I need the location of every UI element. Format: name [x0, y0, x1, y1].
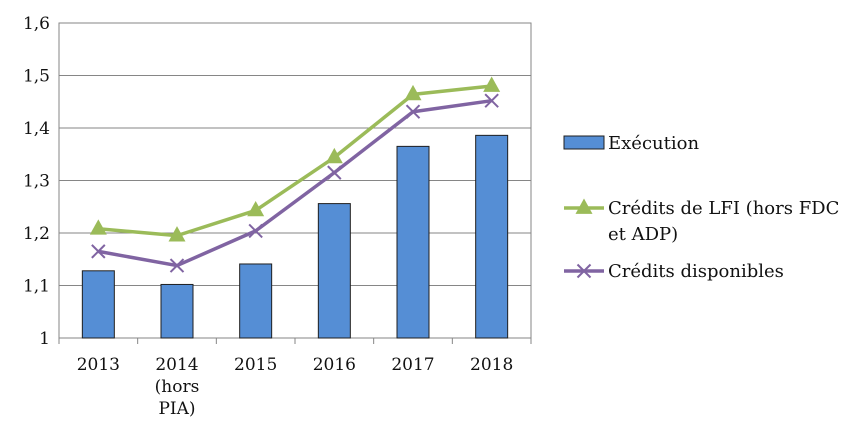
- data-point-x: [248, 223, 263, 239]
- y-tick-label: 1,6: [23, 14, 50, 34]
- legend-label: Crédits de LFI (hors FDC et ADP): [608, 198, 839, 245]
- data-point-triangle: [247, 200, 265, 217]
- data-point-triangle: [575, 198, 593, 214]
- data-point-x: [327, 165, 342, 180]
- x-tick-label: 2018: [470, 355, 513, 375]
- data-point-triangle: [168, 226, 186, 242]
- y-tick-label: 1,3: [23, 172, 50, 192]
- series-line: [98, 84, 492, 238]
- x-tick-label: 2017: [391, 355, 434, 375]
- bar: [396, 145, 430, 339]
- series-line: [98, 98, 492, 268]
- x-tick-label: 2014 (hors PIA): [155, 355, 200, 419]
- data-point-triangle: [89, 219, 107, 235]
- data-point-x: [405, 104, 421, 119]
- data-point-x: [576, 263, 592, 279]
- data-point-triangle: [404, 84, 422, 101]
- y-tick-label: 1,4: [23, 119, 50, 139]
- y-tick-label: 1,1: [23, 277, 50, 297]
- data-point-triangle: [483, 76, 501, 92]
- data-point-triangle: [325, 147, 343, 164]
- axis-layer: 1 1,1 1,2 1,3 1,4 1,5 1,6 2013 2014 (hors PIA) 2015…: [23, 14, 532, 419]
- data-point-x: [91, 244, 106, 259]
- x-tick-label: 2015: [234, 355, 277, 375]
- y-tick-label: 1,2: [23, 224, 50, 244]
- legend-layer: Exécution Crédits de LFI (hors FDC et ADP)…: [563, 133, 839, 282]
- data-point-x: [169, 258, 185, 273]
- grid-layer: [58, 22, 532, 339]
- x-tick-label: 2016: [313, 355, 356, 375]
- legend-swatch: [563, 135, 605, 150]
- data-point-x: [484, 93, 499, 108]
- y-tick-label: 1: [39, 329, 50, 349]
- bar: [81, 270, 115, 339]
- x-tick-label: 2013: [77, 355, 120, 375]
- line-layer: [89, 76, 501, 273]
- bar: [317, 203, 351, 339]
- bar: [239, 263, 273, 339]
- y-tick-label: 1,5: [23, 67, 50, 87]
- bar-layer: [81, 134, 509, 339]
- bar: [475, 134, 509, 339]
- legend-label: Crédits disponibles: [608, 261, 784, 282]
- legend-label: Exécution: [608, 133, 699, 154]
- bar: [160, 283, 194, 339]
